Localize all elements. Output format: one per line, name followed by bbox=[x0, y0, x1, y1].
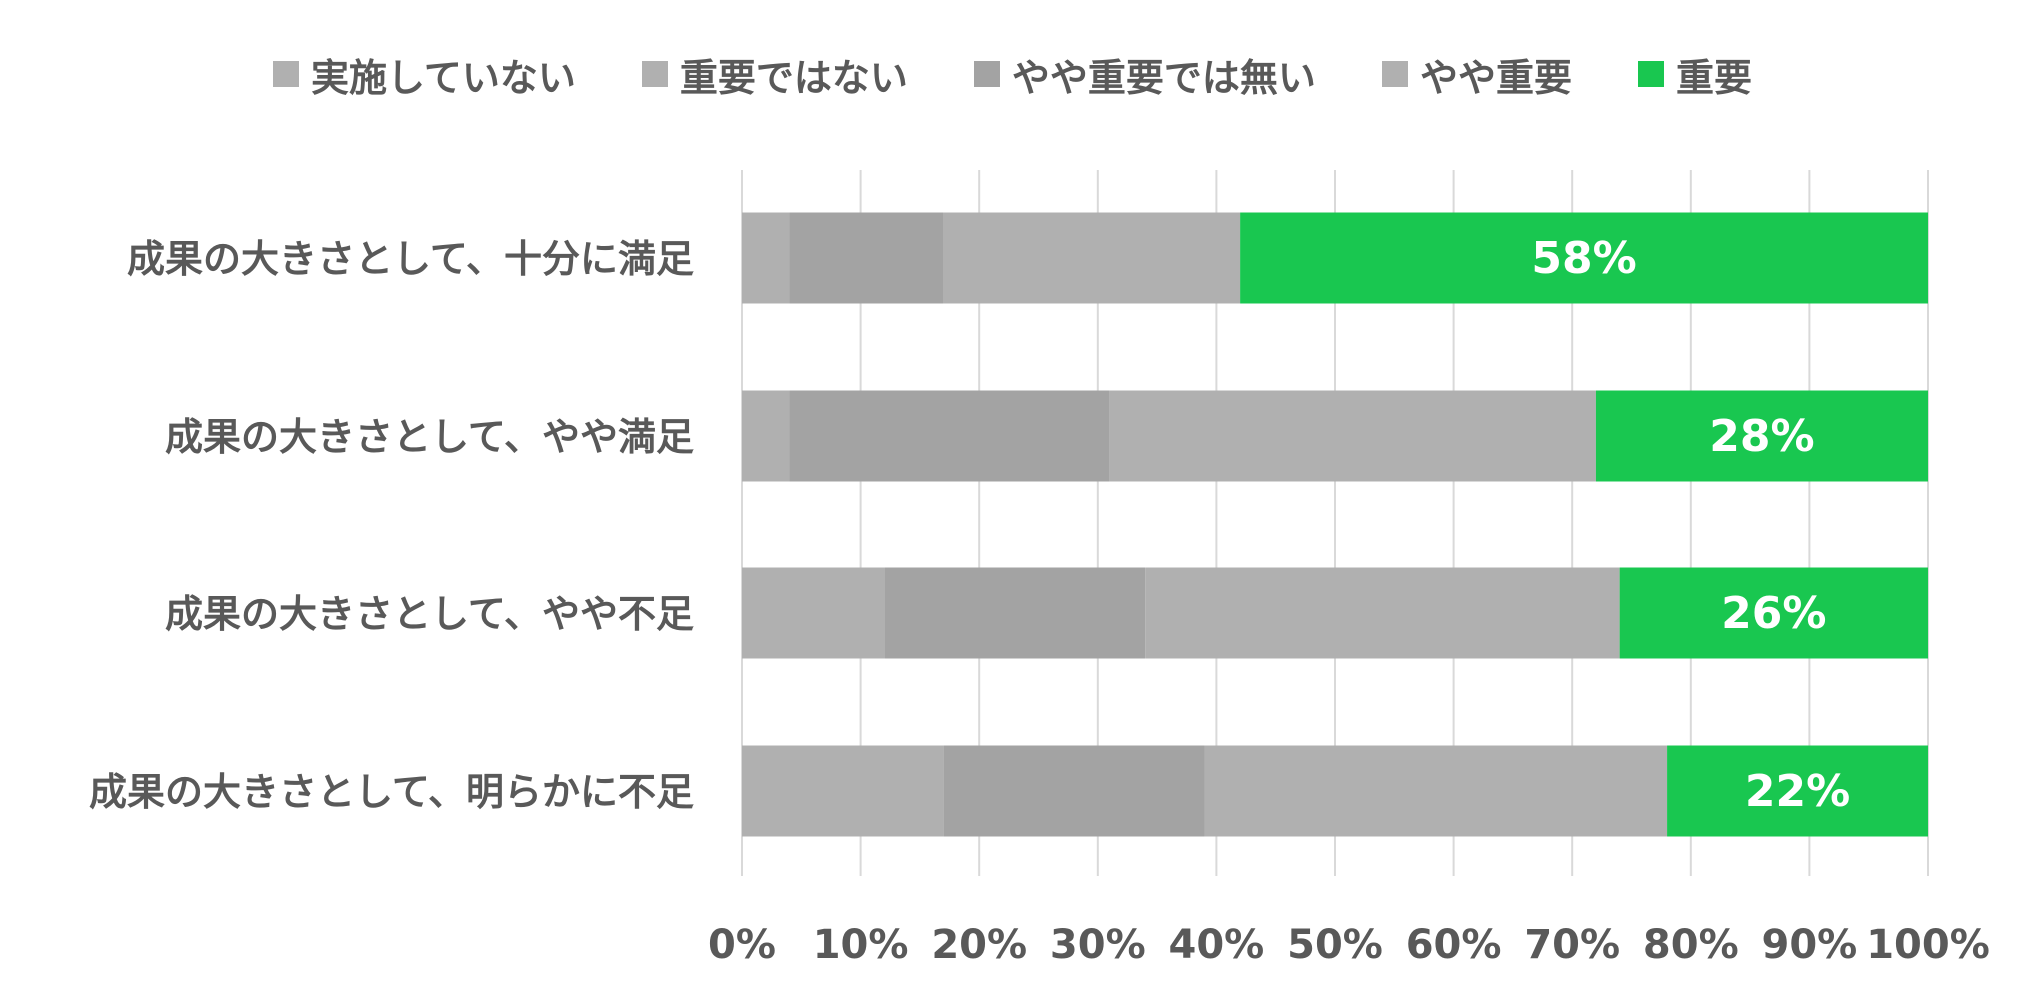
data-label: 26% bbox=[1721, 588, 1826, 639]
bar-segment bbox=[943, 212, 1241, 304]
legend-label: 重要ではない bbox=[679, 55, 908, 100]
legend-swatch bbox=[641, 61, 668, 87]
x-tick-label: 80% bbox=[1643, 922, 1739, 968]
bar-segment bbox=[742, 212, 790, 304]
x-tick-label: 40% bbox=[1169, 922, 1265, 968]
x-tick-label: 20% bbox=[931, 922, 1027, 968]
x-tick-label: 0% bbox=[708, 922, 776, 968]
data-label: 28% bbox=[1709, 411, 1814, 462]
legend-item: 重要ではない bbox=[641, 47, 908, 102]
legend-swatch bbox=[273, 61, 300, 87]
legend-label: やや重要 bbox=[1419, 55, 1572, 100]
bar-segment bbox=[742, 745, 944, 837]
data-label: 22% bbox=[1745, 766, 1850, 817]
legend-swatch bbox=[973, 61, 1000, 87]
bar-segment bbox=[1667, 745, 1928, 837]
bar-segment bbox=[1595, 390, 1928, 482]
x-tick-label: 60% bbox=[1406, 922, 1502, 968]
bar-segment bbox=[1145, 567, 1620, 659]
legend-item: やや重要では無い bbox=[973, 47, 1316, 102]
chart-legend: 実施していない 重要ではない やや重要では無い やや重要 重要 bbox=[0, 44, 2025, 104]
data-label: 58% bbox=[1531, 233, 1636, 284]
x-tick-label: 70% bbox=[1524, 922, 1620, 968]
bar-segment bbox=[884, 567, 1146, 659]
legend-label: 重要 bbox=[1675, 55, 1752, 100]
bar-segment bbox=[1109, 390, 1596, 482]
bar-segment bbox=[1619, 567, 1928, 659]
bar-segment bbox=[789, 390, 1110, 482]
category-label: 成果の大きさとして、十分に満足 bbox=[127, 237, 694, 281]
bar-segment bbox=[1204, 745, 1668, 837]
legend-label: やや重要では無い bbox=[1011, 55, 1316, 100]
legend-item: 実施していない bbox=[273, 47, 576, 102]
x-tick-label: 10% bbox=[813, 922, 909, 968]
bar-segment bbox=[1240, 212, 1928, 304]
legend-swatch bbox=[1637, 61, 1664, 87]
category-label: 成果の大きさとして、やや満足 bbox=[165, 415, 694, 459]
bar-segment bbox=[742, 567, 885, 659]
legend-swatch bbox=[1381, 61, 1408, 87]
category-label: 成果の大きさとして、やや不足 bbox=[165, 592, 694, 636]
legend-item: 重要 bbox=[1637, 47, 1752, 102]
x-tick-label: 100% bbox=[1866, 922, 1990, 968]
legend-label: 実施していない bbox=[311, 55, 576, 100]
category-label: 成果の大きさとして、明らかに不足 bbox=[89, 770, 694, 814]
x-tick-label: 30% bbox=[1050, 922, 1146, 968]
bar-segment bbox=[742, 390, 790, 482]
x-tick-label: 90% bbox=[1762, 922, 1858, 968]
bar-segment bbox=[943, 745, 1205, 837]
bar-segment bbox=[789, 212, 944, 304]
x-tick-label: 50% bbox=[1287, 922, 1383, 968]
legend-item: やや重要 bbox=[1381, 47, 1572, 102]
